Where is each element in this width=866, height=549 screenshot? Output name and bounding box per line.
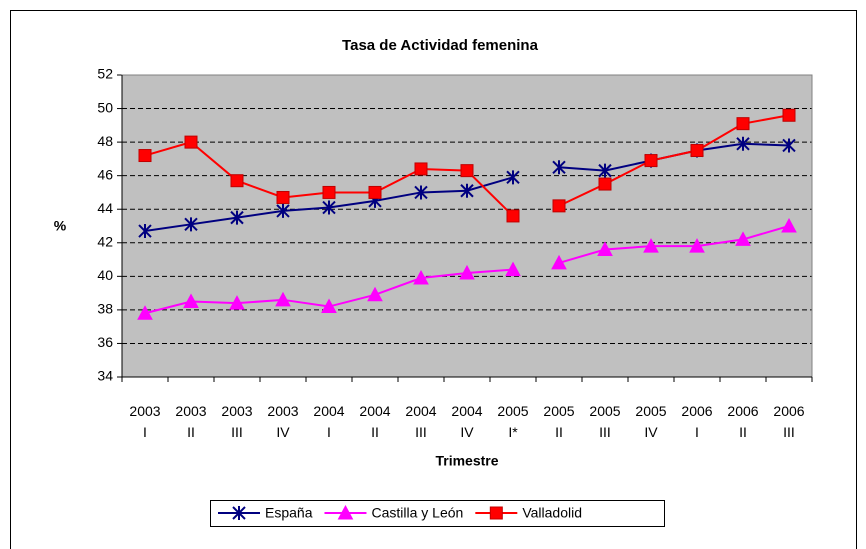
- x-tick-label: 2003 IV: [267, 403, 298, 440]
- marker: [321, 298, 337, 314]
- legend-label: España: [265, 505, 313, 521]
- marker: [644, 154, 658, 168]
- y-tick-label: 38: [97, 301, 113, 317]
- legend-marker: [232, 506, 246, 520]
- marker: [506, 209, 520, 223]
- y-tick-label: 36: [97, 334, 113, 350]
- y-tick-label: 52: [97, 66, 113, 82]
- x-tick-label: 2004 II: [359, 403, 390, 440]
- x-tick-label: 2006 II: [727, 403, 758, 440]
- marker: [184, 217, 198, 232]
- legend: España Castilla y León Valladolid: [210, 500, 665, 527]
- x-tick-label: 2004 IV: [451, 403, 482, 440]
- plot-area: [122, 75, 812, 377]
- marker: [460, 164, 474, 178]
- y-axis-label: %: [54, 218, 67, 234]
- marker: [459, 264, 475, 280]
- x-tick-label: 2003 III: [221, 403, 252, 440]
- marker: [551, 254, 567, 270]
- series-line: [558, 225, 790, 264]
- marker: [460, 183, 474, 198]
- x-tick-label: 2003 I: [129, 403, 160, 440]
- marker: [184, 135, 198, 149]
- marker: [138, 224, 152, 239]
- y-tick-label: 40: [97, 267, 113, 283]
- marker: [322, 200, 336, 215]
- marker: [781, 217, 797, 233]
- marker: [413, 269, 429, 285]
- y-tick-label: 44: [97, 200, 113, 216]
- marker: [183, 293, 199, 308]
- marker: [552, 199, 566, 213]
- marker: [276, 203, 290, 218]
- marker: [137, 305, 153, 320]
- x-axis-label: Trimestre: [435, 453, 498, 469]
- legend-label: Castilla y León: [371, 505, 463, 521]
- x-tick-label: 2005 IV: [635, 403, 666, 440]
- marker: [368, 185, 382, 199]
- x-tick-label: 2004 III: [405, 403, 436, 440]
- legend-label: Valladolid: [522, 505, 582, 521]
- marker: [367, 286, 383, 302]
- marker: [736, 136, 750, 151]
- marker: [414, 185, 428, 200]
- x-tick-label: 2004 I: [313, 403, 344, 440]
- y-tick-label: 42: [97, 233, 113, 249]
- marker: [736, 117, 750, 131]
- marker: [689, 238, 705, 253]
- marker: [735, 231, 751, 246]
- marker: [229, 295, 245, 310]
- marker: [782, 108, 796, 122]
- series-line: [558, 114, 790, 207]
- marker: [782, 138, 796, 153]
- marker: [276, 190, 290, 204]
- marker: [597, 241, 613, 256]
- x-tick-label: 2006 I: [681, 403, 712, 440]
- marker: [138, 149, 152, 163]
- marker: [322, 185, 336, 199]
- chart-title: Tasa de Actividad femenina: [342, 37, 539, 54]
- y-tick-label: 34: [97, 368, 113, 384]
- legend-marker: [489, 506, 503, 520]
- y-tick-label: 48: [97, 133, 113, 149]
- marker: [690, 144, 704, 157]
- x-tick-label: 2005 III: [589, 403, 620, 440]
- legend-box: [210, 500, 665, 527]
- x-tick-label: 2006 III: [773, 403, 804, 440]
- marker: [414, 162, 428, 176]
- x-tick-label: 2005 I*: [497, 403, 528, 440]
- marker: [598, 177, 612, 191]
- y-tick-label: 50: [97, 99, 113, 115]
- marker: [506, 170, 520, 185]
- x-tick-label: 2005 II: [543, 403, 574, 440]
- marker: [598, 163, 612, 178]
- marker: [275, 291, 291, 307]
- marker: [230, 210, 244, 225]
- y-tick-label: 46: [97, 166, 113, 182]
- legend-marker: [337, 504, 354, 520]
- marker: [552, 160, 566, 175]
- x-tick-label: 2003 II: [175, 403, 206, 440]
- marker: [505, 261, 521, 277]
- marker: [643, 238, 659, 253]
- marker: [230, 174, 244, 188]
